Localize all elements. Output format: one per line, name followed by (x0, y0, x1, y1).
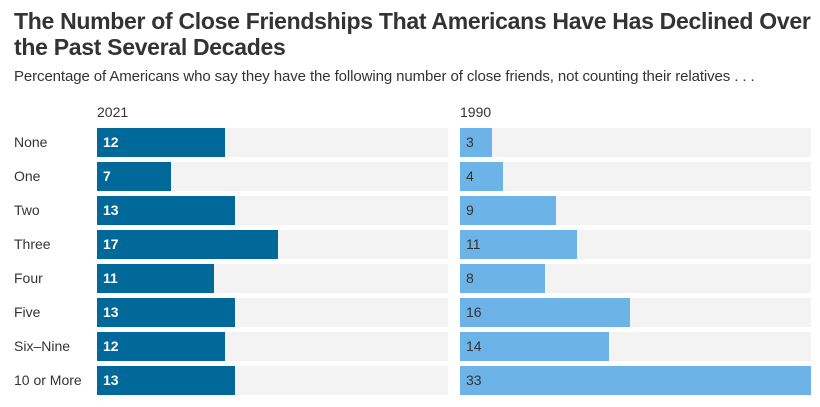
bar-value-label: 13 (103, 372, 119, 388)
bar-track-1990: 33 (460, 366, 811, 395)
bar-track-1990: 14 (460, 332, 811, 361)
bar-value-label: 8 (466, 270, 474, 286)
bar-track-2021: 17 (97, 230, 448, 259)
bar-value-label: 13 (103, 202, 119, 218)
bar-track-1990: 8 (460, 264, 811, 293)
bar-track-2021: 7 (97, 162, 448, 191)
bar-value-label: 33 (466, 372, 482, 388)
bar-1990: 14 (460, 332, 609, 361)
category-label: Four (14, 270, 43, 286)
bar-2021: 7 (97, 162, 171, 191)
bar-value-label: 16 (466, 304, 482, 320)
chart-subtitle: Percentage of Americans who say they hav… (14, 68, 755, 85)
category-label: One (14, 168, 41, 184)
panel-header-2021: 2021 (97, 104, 129, 120)
category-label: 10 or More (14, 372, 82, 388)
bar-track-2021: 12 (97, 128, 448, 157)
bar-track-2021: 13 (97, 298, 448, 327)
bar-track-1990: 11 (460, 230, 811, 259)
bar-2021: 12 (97, 128, 225, 157)
bar-value-label: 9 (466, 202, 474, 218)
bar-1990: 9 (460, 196, 556, 225)
bar-2021: 13 (97, 366, 235, 395)
bar-value-label: 3 (466, 134, 474, 150)
bar-1990: 11 (460, 230, 577, 259)
bar-1990: 33 (460, 366, 811, 395)
bar-value-label: 13 (103, 304, 119, 320)
bar-2021: 11 (97, 264, 214, 293)
category-label: Three (14, 236, 51, 252)
bar-track-1990: 9 (460, 196, 811, 225)
bar-value-label: 11 (103, 270, 118, 286)
bar-1990: 16 (460, 298, 630, 327)
bar-1990: 4 (460, 162, 503, 191)
bar-2021: 13 (97, 196, 235, 225)
panel-header-1990: 1990 (460, 104, 492, 120)
bar-value-label: 12 (103, 134, 119, 150)
bar-track-1990: 4 (460, 162, 811, 191)
bar-value-label: 11 (466, 236, 481, 252)
bar-track-2021: 13 (97, 196, 448, 225)
bar-value-label: 14 (466, 338, 482, 354)
bar-value-label: 4 (466, 168, 474, 184)
bar-2021: 12 (97, 332, 225, 361)
bar-value-label: 17 (103, 236, 119, 252)
bar-2021: 17 (97, 230, 278, 259)
bar-1990: 3 (460, 128, 492, 157)
bar-1990: 8 (460, 264, 545, 293)
bar-2021: 13 (97, 298, 235, 327)
category-label: Two (14, 202, 40, 218)
bar-track-1990: 16 (460, 298, 811, 327)
category-label: Six–Nine (14, 338, 71, 354)
bar-value-label: 7 (103, 168, 111, 184)
category-label: None (14, 134, 48, 150)
bar-value-label: 12 (103, 338, 119, 354)
bar-track-2021: 12 (97, 332, 448, 361)
bar-track-2021: 11 (97, 264, 448, 293)
bar-track-1990: 3 (460, 128, 811, 157)
category-label: Five (14, 304, 41, 320)
bar-track-2021: 13 (97, 366, 448, 395)
chart-title: The Number of Close Friendships That Ame… (14, 8, 811, 60)
